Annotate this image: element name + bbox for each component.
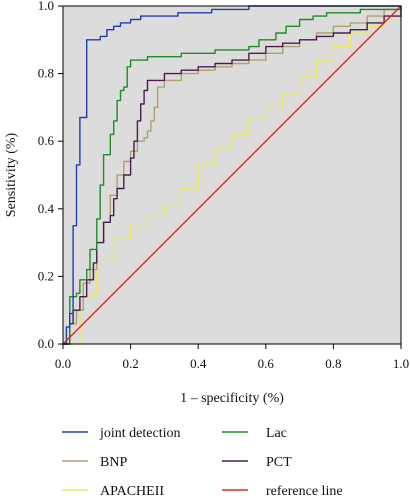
legend-label: reference line — [266, 484, 343, 499]
y-tick-label: 0.0 — [38, 336, 54, 351]
plot-frame — [62, 5, 402, 345]
x-tick-label: 1.0 — [393, 356, 409, 371]
x-tick-label: 0.2 — [122, 356, 138, 371]
legend-item-pct: PCT — [222, 455, 292, 470]
legend: joint detection Lac BNP PCT APACHEII referenc… — [62, 426, 343, 499]
legend-item-bnp: BNP — [62, 455, 127, 470]
legend-label: APACHEII — [100, 484, 164, 499]
y-tick-label: 0.4 — [38, 201, 55, 216]
legend-item-apacheii: APACHEII — [62, 484, 164, 499]
x-tick-label: 0.0 — [55, 356, 71, 371]
legend-item-lac: Lac — [222, 426, 287, 441]
y-tick-label: 0.8 — [38, 66, 54, 81]
legend-label: Lac — [266, 426, 287, 441]
y-tick-label: 0.6 — [38, 133, 55, 148]
x-tick-label: 0.6 — [258, 356, 275, 371]
legend-label: BNP — [100, 455, 127, 470]
y-axis-label: Sensitivity (%) — [4, 132, 19, 217]
x-tick-label: 0.8 — [325, 356, 341, 371]
legend-label: PCT — [266, 455, 292, 470]
series-line-joint-detection — [63, 5, 401, 345]
x-axis-label: 1 – specificity (%) — [180, 391, 284, 406]
x-tick-label: 0.4 — [190, 356, 207, 371]
legend-label: joint detection — [99, 426, 180, 441]
legend-item-reference-line: reference line — [222, 484, 343, 499]
series-line-reference-line — [62, 5, 402, 345]
series-line-pct — [63, 6, 402, 345]
y-axis: 0.0 0.2 0.4 0.6 0.8 1.0 — [38, 0, 63, 351]
series-line-lac — [63, 6, 402, 345]
series-layer — [62, 5, 402, 345]
series-line-apacheii — [63, 6, 402, 345]
x-axis: 0.0 0.2 0.4 0.6 0.8 1.0 — [55, 344, 409, 371]
y-tick-label: 1.0 — [38, 0, 54, 13]
legend-item-joint-detection: joint detection — [62, 426, 180, 441]
y-tick-label: 0.2 — [38, 268, 54, 283]
